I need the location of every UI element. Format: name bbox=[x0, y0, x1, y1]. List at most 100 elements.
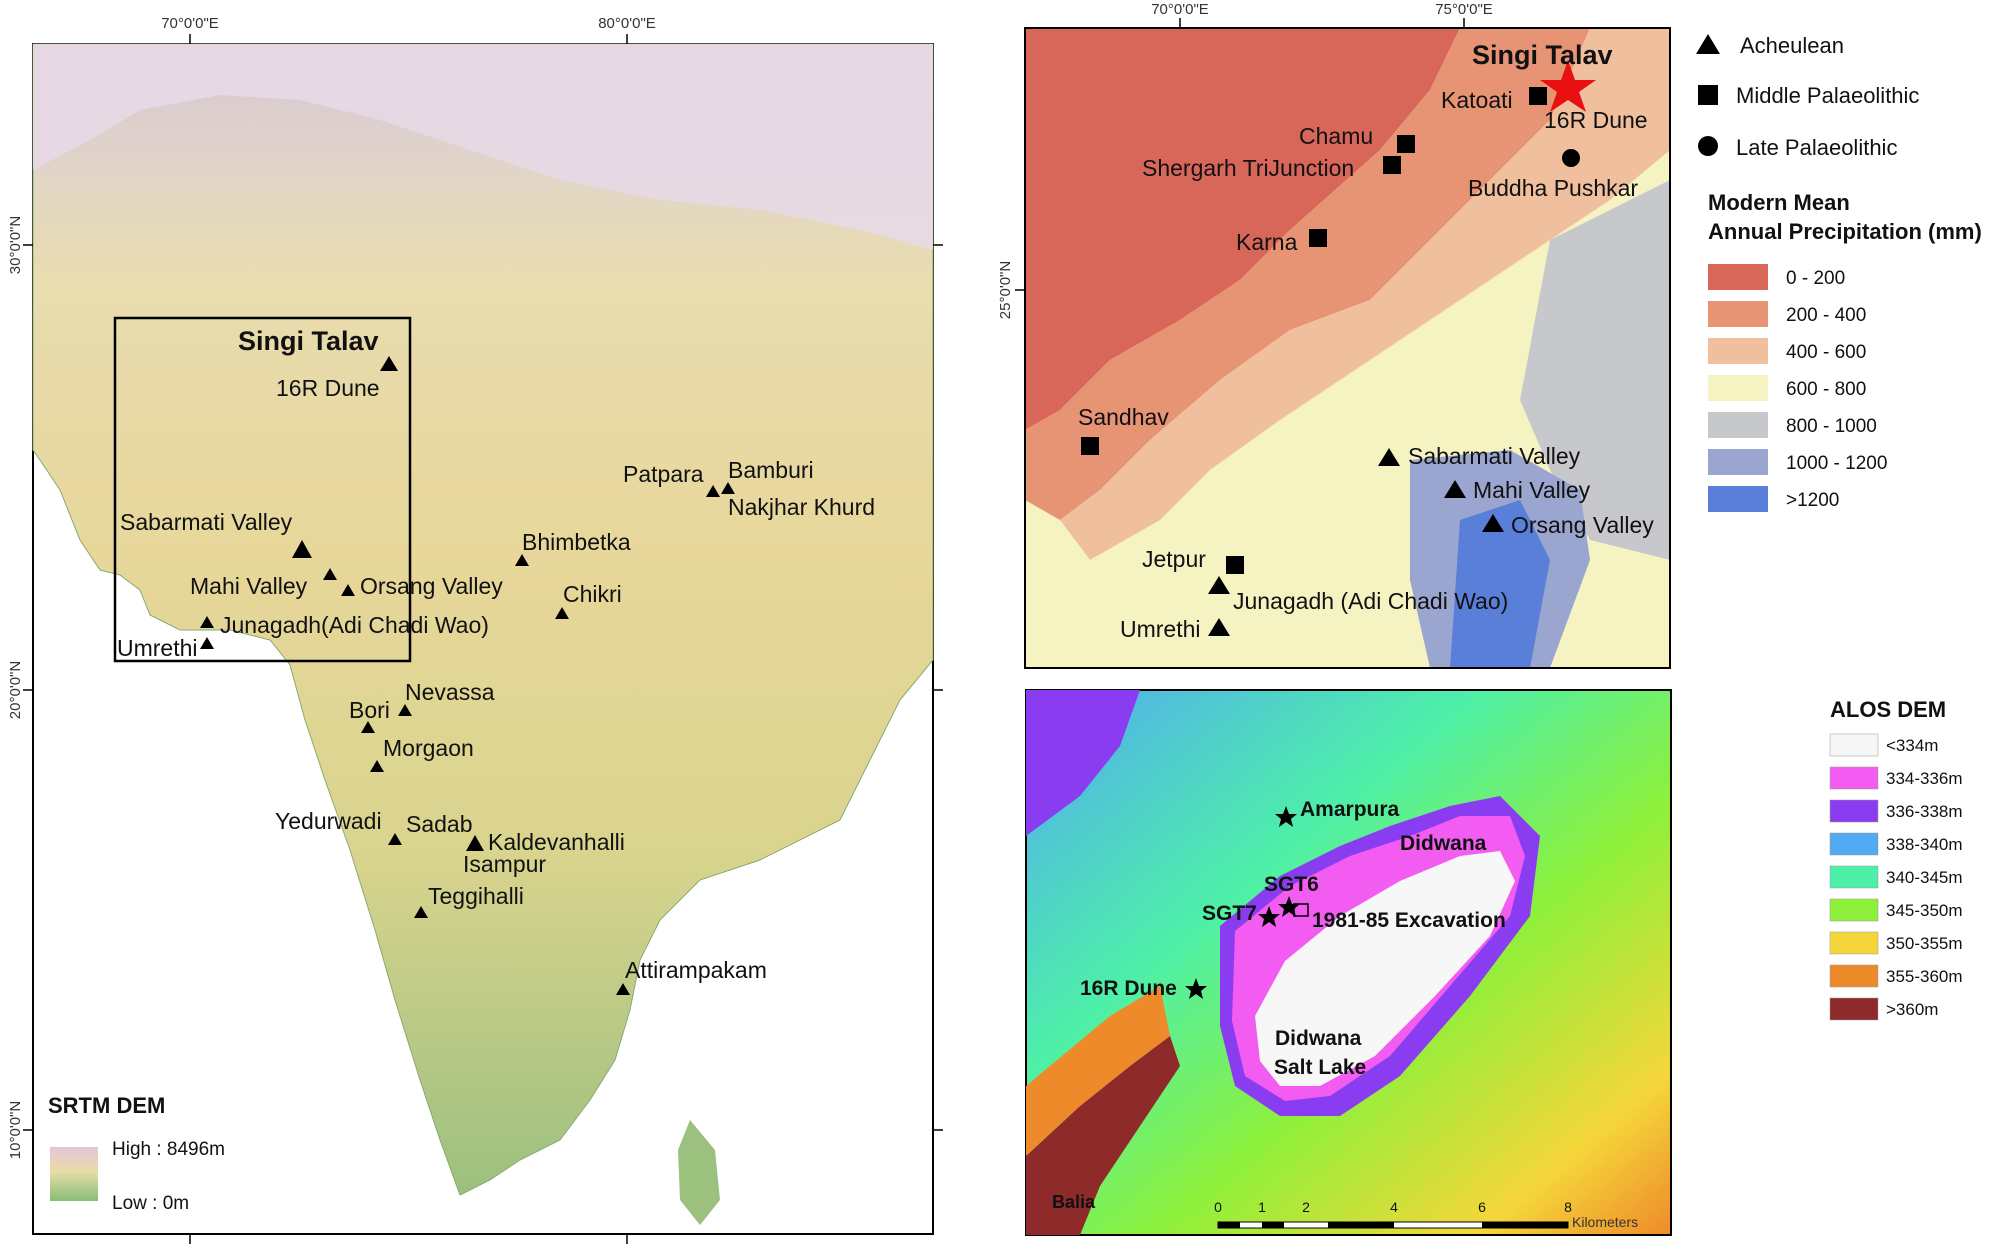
legend-late-palaeolithic: Late Palaeolithic bbox=[1736, 135, 1897, 160]
precip-swatch-0 bbox=[1708, 264, 1768, 290]
dem-swatch-3 bbox=[1829, 832, 1879, 856]
precip-swatch-label-1: 200 - 400 bbox=[1786, 305, 1866, 326]
inset-tick-lat-25: 25°0'0"N bbox=[997, 261, 1014, 319]
inset-label-mahi: Mahi Valley bbox=[1473, 477, 1591, 503]
dem-label-excavation: 1981-85 Excavation bbox=[1312, 909, 1506, 932]
dem-swatch-5 bbox=[1829, 898, 1879, 922]
precip-class-swatches: 0 - 200 200 - 400 400 - 600 600 - 800 800 - … bbox=[1708, 264, 1887, 512]
label-nakjhar-khurd: Nakjhar Khurd bbox=[728, 494, 875, 520]
scale-labels: 0 1 2 4 6 8 bbox=[1214, 1199, 1572, 1215]
inset-tick-lon-75: 75°0'0"E bbox=[1435, 1, 1493, 18]
label-16r-dune: 16R Dune bbox=[276, 375, 380, 401]
scale-number-1: 1 bbox=[1258, 1199, 1266, 1215]
scale-number-2: 2 bbox=[1302, 1199, 1310, 1215]
symbol-legend: Acheulean Middle Palaeolithic Late Palae… bbox=[1696, 33, 1919, 160]
dem-swatch-4 bbox=[1829, 865, 1879, 889]
label-chikri: Chikri bbox=[563, 581, 622, 607]
dem-swatch-label-7: 355-360m bbox=[1886, 967, 1963, 986]
label-yedurwadi: Yedurwadi bbox=[275, 808, 382, 834]
corner-label-balia: Balia bbox=[1052, 1192, 1096, 1212]
scale-number-3: 4 bbox=[1390, 1199, 1398, 1215]
inset-label-singi-talav: Singi Talav bbox=[1472, 40, 1613, 70]
acheulean-site-markers bbox=[200, 356, 735, 995]
precip-swatch-label-5: 1000 - 1200 bbox=[1786, 453, 1887, 474]
precip-swatch-3 bbox=[1708, 375, 1768, 401]
dem-label-16r-dune: 16R Dune bbox=[1080, 977, 1177, 1000]
inset-label-junagadh: Junagadh (Adi Chadi Wao) bbox=[1233, 588, 1508, 614]
precip-swatch-label-4: 800 - 1000 bbox=[1786, 416, 1877, 437]
precip-swatch-5 bbox=[1708, 449, 1768, 475]
inset-label-shergarh: Shergarh TriJunction bbox=[1142, 155, 1354, 181]
label-patpara: Patpara bbox=[623, 461, 704, 487]
srtm-legend-title: SRTM DEM bbox=[48, 1093, 165, 1118]
dem-label-didwana: Didwana bbox=[1400, 832, 1487, 855]
dem-swatch-label-5: 345-350m bbox=[1886, 901, 1963, 920]
india-srtm-map: 70°0'0"E 80°0'0"E 30°0'0"N 20°0'0"N 10°0… bbox=[7, 15, 943, 1244]
srtm-legend-ramp bbox=[50, 1147, 98, 1201]
inset-label-chamu: Chamu bbox=[1299, 123, 1373, 149]
precipitation-legend: Acheulean Middle Palaeolithic Late Palae… bbox=[1696, 33, 1982, 512]
inset-label-sabarmati: Sabarmati Valley bbox=[1408, 443, 1581, 469]
alos-dem-legend: ALOS DEM <334m 334-336m 336-338m 338-340m 34… bbox=[1829, 697, 1963, 1021]
tick-lat-10: 10°0'0"N bbox=[7, 1101, 24, 1159]
scale-number-0: 0 bbox=[1214, 1199, 1222, 1215]
inset-label-sandhav: Sandhav bbox=[1078, 404, 1169, 430]
inset-extent-box bbox=[113, 316, 412, 663]
dem-swatch-label-0: <334m bbox=[1886, 736, 1938, 755]
inset-label-16r-dune: 16R Dune bbox=[1544, 107, 1648, 133]
lake-label-line1: Didwana bbox=[1275, 1027, 1362, 1050]
srtm-legend-low: Low : 0m bbox=[112, 1193, 189, 1214]
didwana-salt-lake bbox=[1255, 851, 1515, 1086]
label-umrethi: Umrethi bbox=[117, 635, 198, 661]
inset-label-buddha-pushkar: Buddha Pushkar bbox=[1468, 175, 1638, 201]
label-morgaon: Morgaon bbox=[383, 735, 474, 761]
scale-unit: Kilometers bbox=[1572, 1214, 1638, 1230]
srtm-legend-high: High : 8496m bbox=[112, 1139, 225, 1160]
dem-swatch-label-2: 336-338m bbox=[1886, 802, 1963, 821]
dem-label-sgt6: SGT6 bbox=[1264, 873, 1319, 896]
precipitation-inset-map: 70°0'0"E 75°0'0"E 25°0'0"N Singi Talav 1… bbox=[997, 1, 1671, 669]
label-isampur: Isampur bbox=[463, 851, 546, 877]
legend-middle-palaeolithic: Middle Palaeolithic bbox=[1736, 83, 1919, 108]
scale-number-5: 8 bbox=[1564, 1199, 1572, 1215]
dem-class-swatches: <334m 334-336m 336-338m 338-340m 340-345m 345… bbox=[1829, 733, 1963, 1021]
label-teggihalli: Teggihalli bbox=[428, 883, 524, 909]
inset-label-umrethi: Umrethi bbox=[1120, 616, 1201, 642]
label-orsang-valley: Orsang Valley bbox=[360, 573, 503, 599]
singi-talav-star bbox=[1540, 60, 1596, 112]
label-bhimbetka: Bhimbetka bbox=[522, 529, 631, 555]
label-junagadh: Junagadh(Adi Chadi Wao) bbox=[220, 612, 489, 638]
legend-acheulean: Acheulean bbox=[1740, 33, 1844, 58]
dem-swatch-label-6: 350-355m bbox=[1886, 934, 1963, 953]
inset-tick-lon-70: 70°0'0"E bbox=[1151, 1, 1209, 18]
inset-label-orsang: Orsang Valley bbox=[1511, 512, 1654, 538]
label-bori: Bori bbox=[349, 697, 390, 723]
dem-label-sgt7: SGT7 bbox=[1202, 902, 1257, 925]
dem-swatch-6 bbox=[1829, 931, 1879, 955]
tick-lat-30: 30°0'0"N bbox=[7, 216, 24, 274]
dem-label-amarpura: Amarpura bbox=[1300, 798, 1400, 821]
tick-lon-80: 80°0'0"E bbox=[598, 15, 656, 32]
dem-swatch-0 bbox=[1829, 733, 1879, 757]
inset-label-karna: Karna bbox=[1236, 229, 1298, 255]
precip-swatch-2 bbox=[1708, 338, 1768, 364]
label-sadab: Sadab bbox=[406, 811, 473, 837]
dem-swatch-1 bbox=[1829, 766, 1879, 790]
precip-swatch-label-6: >1200 bbox=[1786, 490, 1839, 511]
inset-label-jetpur: Jetpur bbox=[1142, 546, 1206, 572]
scale-bar bbox=[1217, 1221, 1569, 1229]
precip-legend-title-2: Annual Precipitation (mm) bbox=[1708, 219, 1982, 244]
dem-swatch-label-1: 334-336m bbox=[1886, 769, 1963, 788]
precip-swatch-6 bbox=[1708, 486, 1768, 512]
dem-swatch-2 bbox=[1829, 799, 1879, 823]
label-kaldevanhalli: Kaldevanhalli bbox=[488, 829, 625, 855]
precip-swatch-1 bbox=[1708, 301, 1768, 327]
precip-swatch-label-0: 0 - 200 bbox=[1786, 268, 1845, 289]
precip-swatch-label-3: 600 - 800 bbox=[1786, 379, 1866, 400]
tick-lat-20: 20°0'0"N bbox=[7, 661, 24, 719]
dem-swatch-7 bbox=[1829, 964, 1879, 988]
label-attirampakam: Attirampakam bbox=[625, 957, 767, 983]
dem-swatch-8 bbox=[1829, 997, 1879, 1021]
label-singi-talav: Singi Talav bbox=[238, 326, 379, 356]
